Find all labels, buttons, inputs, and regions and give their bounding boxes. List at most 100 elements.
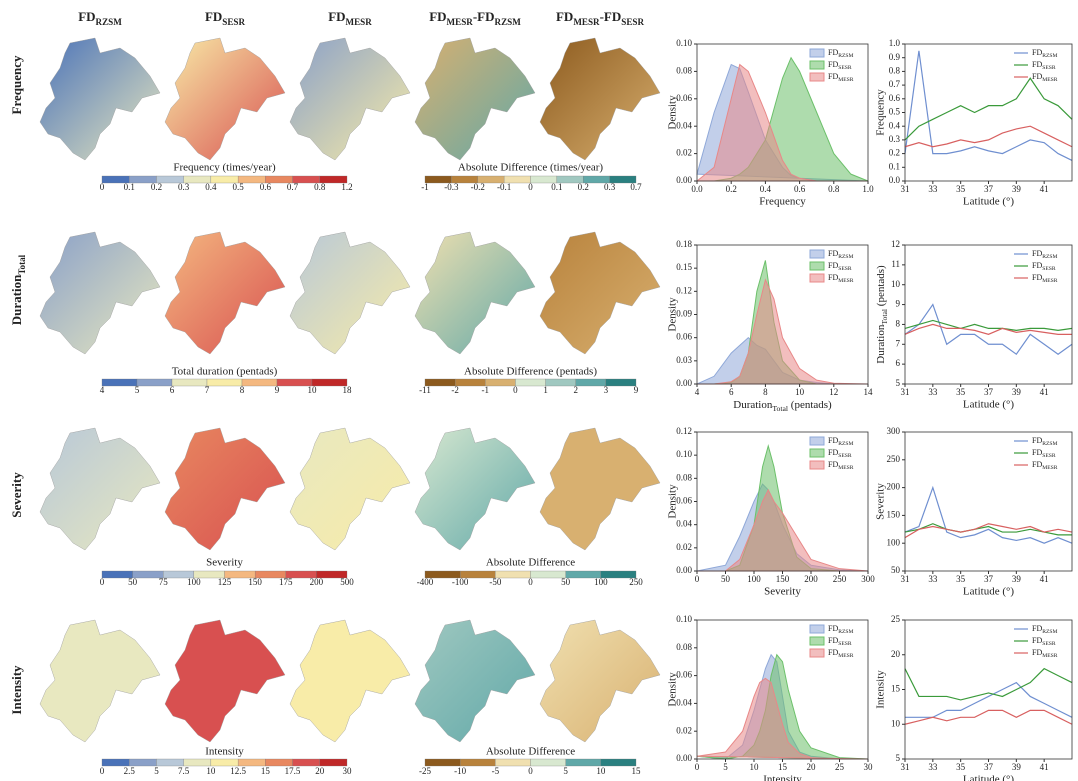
legend-label: FDSESR <box>1032 448 1056 459</box>
text-segment: FD <box>429 9 446 24</box>
colorbar-tick-label: 0 <box>528 577 533 587</box>
colorbar-tick-label: 500 <box>340 577 354 587</box>
text-segment: SESR <box>838 453 852 459</box>
colorbar-tick-label: 5 <box>154 766 159 776</box>
legend-label: FDRZSM <box>828 624 853 635</box>
colorbar-tick-label: 0.5 <box>232 182 244 192</box>
y-tick-label: 0.12 <box>676 426 692 436</box>
text-segment: SESR <box>838 641 852 647</box>
legend-swatch <box>810 649 824 657</box>
map <box>540 620 660 742</box>
colorbar-box <box>156 759 183 766</box>
legend-label: FDMESR <box>828 72 854 83</box>
map <box>290 428 410 550</box>
x-tick-label: 31 <box>901 574 910 584</box>
colorbar-tick-label: 2 <box>573 385 578 395</box>
x-tick-label: 12 <box>829 387 838 397</box>
y-tick-label: 0.1 <box>889 161 900 171</box>
text-segment: SESR <box>222 17 245 27</box>
text-segment: SESR <box>1042 641 1056 647</box>
y-tick-label: 0.18 <box>676 239 692 249</box>
y-tick-label: 0.08 <box>676 65 692 75</box>
legend-label: FDRZSM <box>1032 624 1057 635</box>
x-tick-label: 35 <box>956 387 966 397</box>
text-segment: MESR <box>1042 653 1058 659</box>
column-header: FDMESR <box>328 9 372 27</box>
colorbar-box <box>184 759 211 766</box>
colorbar-tick-label: 17.5 <box>285 766 301 776</box>
x-tick-label: 30 <box>864 762 874 772</box>
legend-swatch <box>810 274 824 282</box>
x-tick-label: 0.0 <box>691 184 703 194</box>
x-tick-label: 150 <box>776 574 790 584</box>
colorbar-tick-label: 0 <box>100 182 105 192</box>
colorbar-box <box>172 379 207 386</box>
x-axis-label: Intensity <box>763 774 802 781</box>
text-segment: FD <box>1032 60 1042 69</box>
x-tick-label: 37 <box>984 574 994 584</box>
colorbar-title: Severity <box>206 557 243 569</box>
colorbar-title: Frequency (times/year) <box>173 162 276 174</box>
colorbar-tick-label: 0.2 <box>578 182 589 192</box>
colorbar-tick-label: 10 <box>596 766 606 776</box>
colorbar-tick-label: 0.2 <box>151 182 162 192</box>
map <box>40 620 160 742</box>
text-segment: RZSM <box>1042 629 1057 635</box>
colorbar-tick-label: 75 <box>159 577 169 587</box>
x-tick-label: 35 <box>956 574 966 584</box>
colorbar-tick-label: 1 <box>543 385 548 395</box>
x-tick-label: 0.6 <box>794 184 806 194</box>
colorbar-box <box>515 379 545 386</box>
y-tick-label: 0.09 <box>676 309 692 319</box>
text-segment: FD <box>828 648 838 657</box>
text-segment: RZSM <box>838 629 853 635</box>
colorbar-tick-label: 2.5 <box>124 766 136 776</box>
x-tick-label: 100 <box>747 574 761 584</box>
text-segment: FD <box>78 9 95 24</box>
x-tick-label: 37 <box>984 762 994 772</box>
colorbar-tick-label: 10 <box>206 766 216 776</box>
colorbar-tick-label: -1 <box>421 182 429 192</box>
text-segment: RZSM <box>495 17 522 27</box>
colorbar-box <box>606 379 636 386</box>
column-header: FDMESR-FDSESR <box>556 9 644 27</box>
text-segment: FD <box>1032 48 1042 57</box>
text-segment: MESR <box>447 17 474 27</box>
y-tick-label: 0.4 <box>889 120 901 130</box>
x-tick-label: 35 <box>956 762 966 772</box>
x-tick-label: 0 <box>695 574 700 584</box>
legend-label: FDRZSM <box>1032 436 1057 447</box>
text-segment: Duration <box>9 274 24 325</box>
x-tick-label: 10 <box>795 387 805 397</box>
colorbar-tick-label: 250 <box>629 577 643 587</box>
x-tick-label: 31 <box>901 387 910 397</box>
y-axis-label: Intensity <box>875 670 887 709</box>
x-tick-label: 0 <box>695 762 700 772</box>
x-tick-label: 37 <box>984 184 994 194</box>
y-tick-label: 0.02 <box>676 725 692 735</box>
colorbar-tick-label: 150 <box>248 577 262 587</box>
text-segment: -FD <box>600 9 622 24</box>
y-axis-label: Frequency <box>875 89 887 136</box>
y-tick-label: 0.10 <box>676 38 692 48</box>
x-axis-label: Latitude (°) <box>963 196 1014 208</box>
colorbar-tick-label: 15 <box>632 766 642 776</box>
colorbar-tick-label: 0.7 <box>287 182 299 192</box>
y-tick-label: 0.6 <box>889 93 901 103</box>
map <box>40 232 160 354</box>
map <box>165 38 285 160</box>
x-tick-label: 31 <box>901 762 910 772</box>
text-segment: FD <box>1032 648 1042 657</box>
text-segment: Duration <box>733 399 773 411</box>
text-segment: RZSM <box>1042 441 1057 447</box>
colorbar-tick-label: 7.5 <box>178 766 190 776</box>
colorbar-tick-label: 20 <box>315 766 325 776</box>
y-tick-label: 6 <box>896 358 901 368</box>
map <box>290 38 410 160</box>
x-tick-label: 0.4 <box>760 184 772 194</box>
colorbar-tick-label: 1.2 <box>341 182 352 192</box>
colorbar-tick-label: 9 <box>275 385 280 395</box>
text-segment: FD <box>1032 448 1042 457</box>
map <box>415 38 535 160</box>
text-segment: (pentads) <box>788 399 832 411</box>
